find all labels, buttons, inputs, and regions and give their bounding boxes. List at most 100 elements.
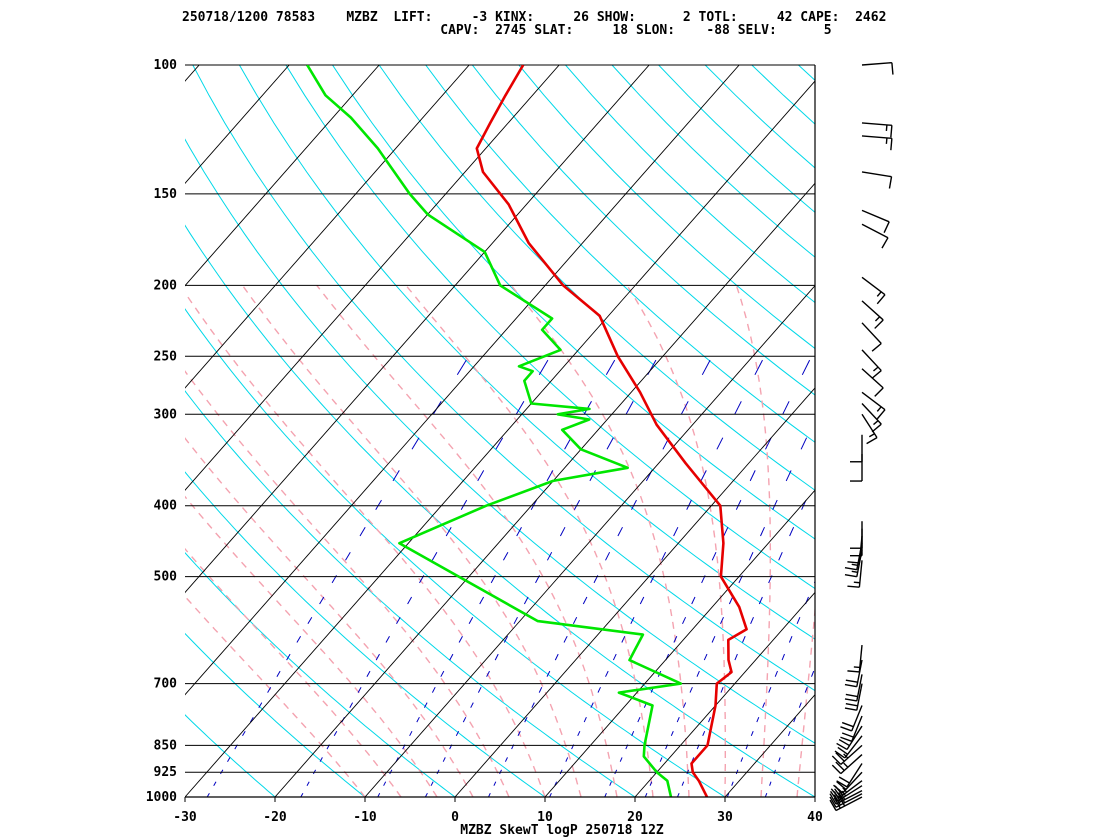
wind-barb-staff [861, 61, 892, 66]
dry-adiabat [892, 65, 1120, 797]
mixing-ratio-dash [818, 654, 820, 660]
mixing-ratio-dash [606, 437, 614, 450]
isotherm-line [634, 591, 815, 797]
moist-adiabat [185, 437, 474, 797]
mixing-ratio-dash [637, 716, 641, 723]
wind-barb [861, 135, 893, 151]
mixing-ratio-dash [939, 360, 946, 375]
mixing-ratio-dash [495, 437, 504, 450]
mixing-ratio-dash [617, 526, 623, 537]
dry-adiabat [1031, 65, 1120, 797]
mixing-ratio-dash [778, 757, 781, 762]
mixing-ratio-dash [249, 716, 254, 723]
moist-adiabat [185, 595, 366, 797]
isotherm-line [0, 65, 109, 797]
mixing-ratio-dash [589, 470, 596, 482]
wind-barb [861, 122, 893, 138]
temperature-tick-label: -10 [353, 810, 377, 825]
wind-barb [833, 771, 863, 794]
moist-adiabat [796, 603, 815, 797]
mixing-ratio-dash [788, 636, 793, 643]
mixing-ratio-dash [458, 635, 463, 643]
pressure-tick-label: 400 [154, 499, 178, 514]
wind-barb-half-feather [876, 406, 882, 412]
wind-barb-feather [888, 176, 893, 189]
mixing-ratio-dash [582, 596, 588, 605]
wind-barb [844, 683, 863, 711]
wind-barb-half-feather [853, 666, 860, 669]
mixing-ratio-dash [846, 401, 852, 414]
wind-barb [861, 223, 889, 249]
temperature-tick-label: 0 [451, 810, 459, 825]
wind-barb-feather [890, 125, 893, 138]
mixing-ratio-dash [493, 781, 497, 786]
wind-barb-feather [841, 732, 854, 738]
wind-barb [861, 300, 884, 329]
dewpoint-line [306, 65, 683, 797]
wind-barb [861, 171, 893, 189]
pressure-tick-label: 700 [154, 677, 178, 692]
wind-barb-staff [861, 402, 882, 425]
mixing-ratio-dash [673, 526, 679, 537]
mixing-ratio-dash [515, 401, 525, 415]
wind-barb [850, 454, 863, 482]
wind-barb-feather [830, 788, 840, 799]
temperature-tick-label: 20 [627, 810, 643, 825]
wind-barb-staff [844, 735, 863, 759]
wind-barb-feather [829, 790, 838, 802]
mixing-ratio-dash [720, 616, 724, 625]
mixing-ratio-dash [785, 470, 792, 482]
wind-barb-feather [844, 573, 857, 578]
mixing-ratio-dash [333, 730, 338, 737]
mixing-ratio-dash [742, 636, 746, 643]
wind-barb-feather [831, 755, 842, 765]
mixing-ratio-dash [833, 617, 836, 624]
moist-adiabat [185, 547, 402, 797]
mixing-ratio-dash [440, 670, 445, 677]
pressure-tick-label: 500 [154, 570, 178, 585]
mixing-ratio-dash [691, 596, 696, 605]
mixing-ratio-dash [778, 551, 783, 561]
mixing-ratio-dash [711, 551, 717, 561]
wind-barb-staff [861, 322, 882, 344]
mixing-ratio-dash [772, 499, 778, 510]
mixing-ratio-dash [531, 702, 535, 708]
mixing-ratio-dash [546, 670, 551, 677]
mixing-ratio-dash [470, 702, 474, 708]
mixing-ratio-dash [609, 781, 612, 786]
mixing-ratio-dash [385, 635, 390, 643]
wind-barb-feather [841, 721, 854, 728]
pressure-tick-label: 1000 [146, 790, 177, 805]
wind-barb-feather [845, 679, 858, 683]
wind-barb-staff [861, 223, 889, 239]
mixing-ratio-dash [577, 730, 581, 737]
mixing-ratio-dash [837, 360, 844, 375]
mixing-ratio-dash [460, 499, 468, 510]
mixing-ratio-dash [711, 635, 716, 643]
mixing-ratio-dash [781, 653, 785, 661]
mixing-ratio-dash [563, 635, 568, 643]
mixing-ratio-dash [676, 717, 680, 723]
wind-barb-feather [829, 793, 837, 805]
mixing-ratio-dash [619, 757, 623, 762]
mixing-ratio-dash [922, 401, 928, 414]
mixing-ratio-dash [677, 793, 680, 797]
mixing-ratio-dash [689, 686, 693, 693]
mixing-ratio-dash [811, 670, 815, 677]
mixing-ratio-dash [477, 686, 482, 693]
mixing-ratio-dash [682, 616, 687, 625]
mixing-ratio-dash [769, 781, 772, 786]
mixing-ratio-dash [375, 653, 380, 661]
wind-barb-staff [861, 413, 878, 439]
mixing-ratio-dash [774, 670, 778, 677]
dry-adiabat [985, 65, 1120, 797]
wind-barb [861, 402, 882, 433]
wind-barb-feather [831, 764, 842, 775]
mixing-ratio-dash [597, 686, 601, 693]
temperature-tick-label: -20 [263, 810, 287, 825]
mixing-ratio-dash [538, 686, 543, 693]
mixing-ratio-dash [756, 717, 760, 723]
wind-barb [861, 391, 886, 420]
pressure-tick-label: 925 [154, 765, 177, 780]
mixing-ratio-dash [488, 792, 491, 797]
